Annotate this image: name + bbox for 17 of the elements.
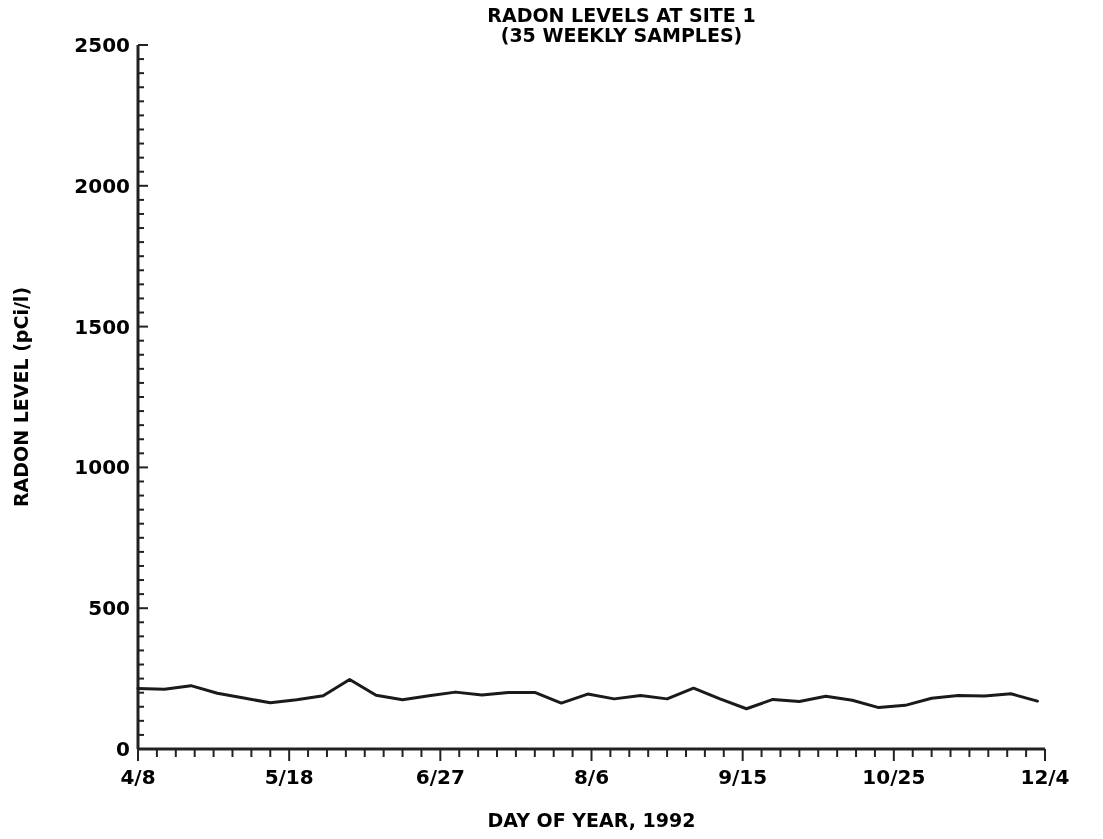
y-axis-title: RADON LEVEL (pCi/l)	[10, 286, 32, 508]
y-tick-label: 2500	[74, 33, 130, 57]
y-tick-label: 0	[116, 737, 130, 761]
y-tick-label: 2000	[74, 173, 130, 198]
x-axis-title: DAY OF YEAR, 1992	[487, 809, 696, 831]
x-tick-label: 10/25	[862, 765, 926, 789]
y-tick-label: 500	[88, 596, 130, 621]
x-tick-label: 5/18	[264, 765, 314, 789]
x-tick-label: 6/27	[415, 765, 465, 789]
chart-title: RADON LEVELS AT SITE 1	[487, 4, 756, 26]
y-tick-label: 1500	[74, 314, 130, 339]
x-tick-label: 12/4	[1020, 765, 1070, 789]
chart-subtitle: (35 WEEKLY SAMPLES)	[500, 24, 743, 46]
y-tick-label: 1000	[74, 455, 130, 480]
x-tick-label: 8/6	[573, 765, 610, 789]
x-tick-label: 4/8	[120, 765, 156, 789]
x-tick-label: 9/15	[718, 765, 768, 789]
